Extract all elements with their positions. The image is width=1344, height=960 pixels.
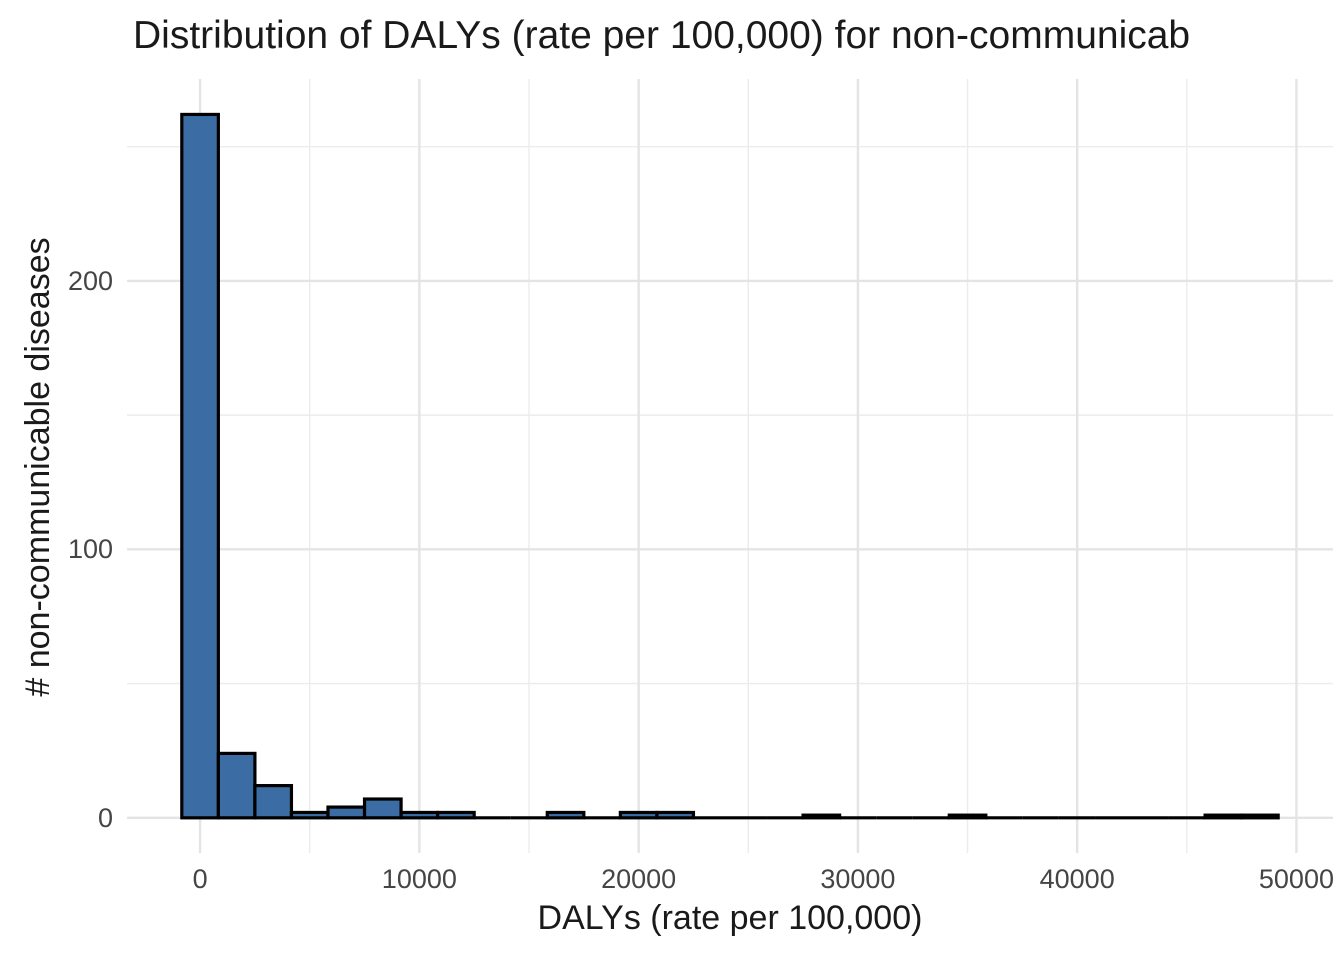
histogram-bar	[1203, 813, 1244, 820]
histogram-bar	[655, 810, 696, 820]
x-tick-label: 50000	[1258, 864, 1334, 894]
histogram-bar	[801, 813, 842, 820]
y-tick-label: 100	[67, 534, 113, 565]
x-tick-label: 10000	[381, 864, 457, 894]
histogram-bar	[947, 813, 988, 820]
histogram-bar	[399, 810, 440, 820]
x-tick-label: 20000	[601, 864, 677, 894]
histogram-bar	[362, 797, 403, 820]
x-tick-label: 0	[192, 864, 208, 894]
y-tick-label: 200	[67, 265, 113, 296]
histogram-bar	[216, 751, 257, 820]
histogram-bar	[545, 810, 586, 820]
x-axis-title: DALYs (rate per 100,000)	[537, 899, 923, 937]
x-tick-label: 40000	[1039, 864, 1115, 894]
histogram-bar	[180, 112, 220, 820]
histogram-bar	[289, 810, 330, 820]
histogram-bar	[1240, 813, 1280, 820]
histogram-bar	[326, 805, 367, 820]
y-tick-label: 0	[97, 802, 113, 833]
y-axis-title: # non-communicable diseases	[19, 237, 57, 697]
x-tick-label: 30000	[820, 864, 896, 894]
histogram-bar	[253, 784, 294, 820]
histogram-bar	[618, 810, 659, 820]
chart-title: Distribution of DALYs (rate per 100,000)…	[133, 14, 1191, 57]
histogram-bar	[436, 810, 476, 820]
